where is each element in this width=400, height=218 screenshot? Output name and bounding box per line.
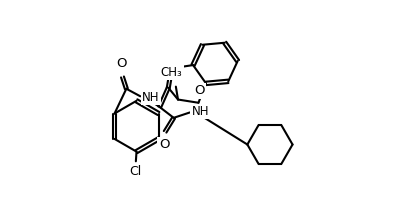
Text: O: O — [159, 138, 169, 151]
Text: NH: NH — [142, 91, 160, 104]
Text: O: O — [194, 84, 205, 97]
Text: CH₃: CH₃ — [161, 66, 182, 79]
Text: Cl: Cl — [129, 165, 142, 177]
Text: NH: NH — [192, 105, 209, 118]
Text: O: O — [116, 58, 127, 70]
